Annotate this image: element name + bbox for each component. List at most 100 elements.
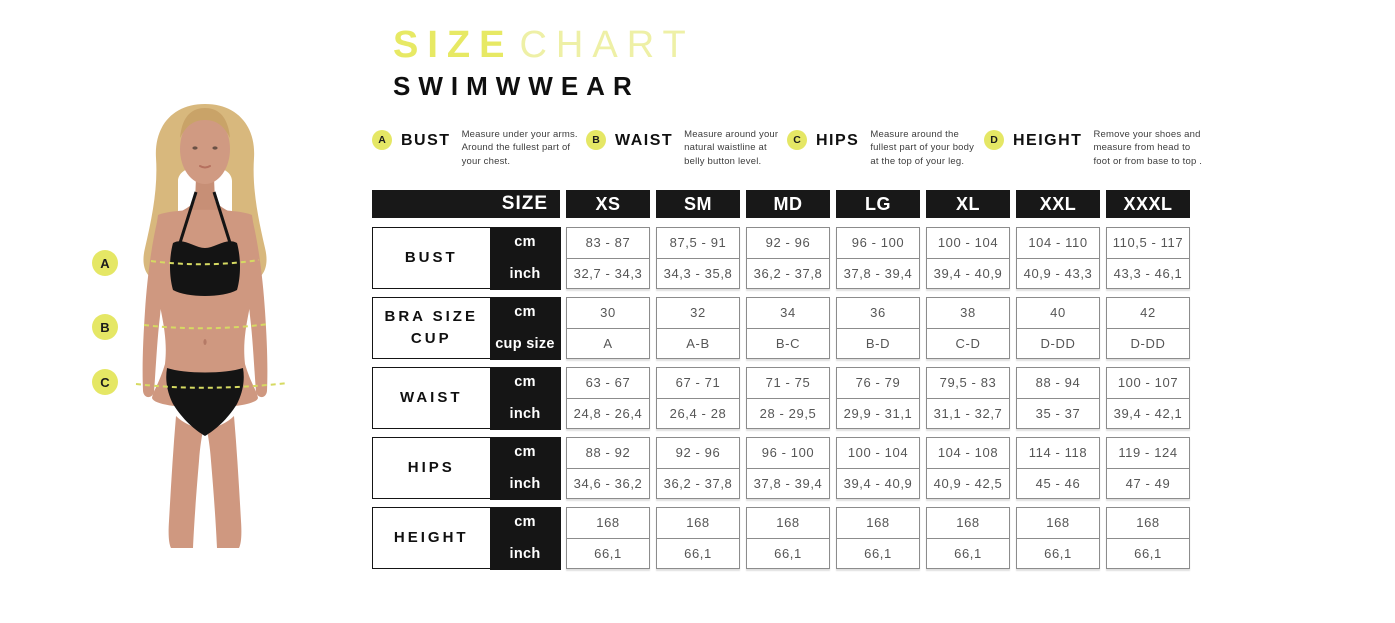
- row-label-block: HEIGHT cm inch: [372, 506, 561, 570]
- row-unit-column: cm inch: [489, 366, 561, 430]
- table-cell-md: 92 - 96 36,2 - 37,8: [746, 227, 830, 289]
- value-top: 168: [1017, 508, 1099, 539]
- value-bottom: 29,9 - 31,1: [843, 405, 913, 421]
- table-cell-lg: 36 B-D: [836, 297, 920, 359]
- unit-label-top: cm: [514, 514, 536, 531]
- table-cell-xs: 88 - 92 34,6 - 36,2: [566, 437, 650, 499]
- value-bottom: 66,1: [1044, 545, 1072, 561]
- value-top: 100 - 104: [927, 228, 1009, 259]
- value-top: 40: [1017, 298, 1099, 329]
- table-cell-xxxl: 119 - 124 47 - 49: [1106, 437, 1190, 499]
- value-bottom: A-B: [686, 335, 710, 351]
- bikini-strap-right: [212, 191, 233, 247]
- bust-measure-line: [150, 259, 260, 266]
- table-header-size-label: SIZE: [372, 190, 560, 218]
- table-cell-xs: 83 - 87 32,7 - 34,3: [566, 227, 650, 289]
- value-bottom: 32,7 - 34,3: [573, 265, 643, 281]
- table-cell-xl: 38 C-D: [926, 297, 1010, 359]
- table-header-xl: XL: [926, 190, 1010, 218]
- value-top: 36: [837, 298, 919, 329]
- table-cell-xs: 30 A: [566, 297, 650, 359]
- row-label-block: HIPS cm inch: [372, 436, 561, 500]
- table-cell-md: 96 - 100 37,8 - 39,4: [746, 437, 830, 499]
- value-top: 119 - 124: [1107, 438, 1189, 469]
- page-title: SIZE CHART: [393, 24, 695, 67]
- row-unit-column: cm inch: [489, 226, 561, 290]
- value-top: 67 - 71: [657, 368, 739, 399]
- value-top: 92 - 96: [747, 228, 829, 259]
- page-title-secondary: CHART: [519, 24, 695, 66]
- value-top: 83 - 87: [567, 228, 649, 259]
- value-bottom: D-DD: [1040, 335, 1076, 351]
- value-bottom: 43,3 - 46,1: [1113, 265, 1183, 281]
- row-unit-column: cm inch: [489, 436, 561, 500]
- right-arm: [243, 218, 268, 398]
- measure-legend: A BUST Measure under your arms. Around t…: [372, 128, 1232, 168]
- waist-measure-line: [143, 323, 270, 330]
- unit-label-bottom: inch: [509, 405, 541, 422]
- legend-item-hips: C HIPS Measure around the fullest part o…: [787, 128, 984, 168]
- hair-fringe: [180, 108, 230, 138]
- legend-desc-hips: Measure around the fullest part of your …: [870, 129, 975, 167]
- value-bottom: 31,1 - 32,7: [933, 405, 1003, 421]
- unit-label-bottom: cup size: [495, 335, 555, 352]
- legend-item-bust: A BUST Measure under your arms. Around t…: [372, 128, 586, 168]
- value-bottom: B-C: [775, 335, 801, 351]
- value-bottom: 66,1: [1134, 545, 1162, 561]
- value-bottom: 35 - 37: [1035, 405, 1081, 421]
- right-leg: [207, 416, 242, 548]
- model-illustration: [135, 104, 289, 548]
- table-cell-md: 71 - 75 28 - 29,5: [746, 367, 830, 429]
- table-header-md: MD: [746, 190, 830, 218]
- value-bottom: 40,9 - 42,5: [933, 475, 1003, 491]
- value-top: 38: [927, 298, 1009, 329]
- value-top: 34: [747, 298, 829, 329]
- value-bottom: 40,9 - 43,3: [1023, 265, 1093, 281]
- size-table: SIZE XS SM MD LG XL XXL XXXL BUST cm inch 83 - 87 32…: [372, 190, 1190, 570]
- table-cell-xs: 63 - 67 24,8 - 26,4: [566, 367, 650, 429]
- row-label: WAIST: [400, 388, 463, 406]
- right-eye: [212, 146, 218, 150]
- navel: [203, 339, 207, 345]
- value-top: 110,5 - 117: [1107, 228, 1189, 259]
- table-header-lg: LG: [836, 190, 920, 218]
- left-eye: [192, 146, 198, 150]
- value-bottom: 39,4 - 40,9: [933, 265, 1003, 281]
- value-bottom: 28 - 29,5: [759, 405, 817, 421]
- bikini-top: [170, 241, 240, 296]
- table-cell-lg: 168 66,1: [836, 507, 920, 569]
- value-bottom: D-DD: [1130, 335, 1166, 351]
- left-leg: [168, 416, 203, 548]
- value-top: 100 - 104: [837, 438, 919, 469]
- value-bottom: 37,8 - 39,4: [843, 265, 913, 281]
- row-label: HIPS: [407, 458, 455, 476]
- unit-label-top: cm: [514, 304, 536, 321]
- value-bottom: 66,1: [864, 545, 892, 561]
- value-bottom: C-D: [955, 335, 981, 351]
- value-top: 71 - 75: [747, 368, 829, 399]
- legend-item-height: D HEIGHT Remove your shoes and measure f…: [984, 128, 1216, 168]
- value-bottom: 36,2 - 37,8: [753, 265, 823, 281]
- table-cell-xl: 104 - 108 40,9 - 42,5: [926, 437, 1010, 499]
- legend-name-bust: BUST: [401, 132, 451, 149]
- table-cell-lg: 96 - 100 37,8 - 39,4: [836, 227, 920, 289]
- value-bottom: 45 - 46: [1035, 475, 1081, 491]
- table-row-height: HEIGHT cm inch 168 66,1 168 66,1 168 66,1 168 66,1…: [372, 506, 1190, 570]
- table-row-bust: BUST cm inch 83 - 87 32,7 - 34,3 87,5 - 91 34,…: [372, 226, 1190, 290]
- value-bottom: 66,1: [594, 545, 622, 561]
- value-bottom: 24,8 - 26,4: [573, 405, 643, 421]
- unit-label-top: cm: [514, 374, 536, 391]
- row-label: BUST: [404, 248, 458, 266]
- lips: [199, 165, 211, 169]
- unit-label-top: cm: [514, 444, 536, 461]
- value-top: 168: [1107, 508, 1189, 539]
- table-cell-xxl: 40 D-DD: [1016, 297, 1100, 359]
- hips-measure-line: [135, 382, 289, 389]
- page-subtitle: SWIMWWEAR: [393, 71, 640, 101]
- row-label-block: BRA SIZE CUP cm cup size: [372, 296, 561, 360]
- value-bottom: A: [603, 335, 613, 351]
- row-label-block: BUST cm inch: [372, 226, 561, 290]
- value-top: 104 - 108: [927, 438, 1009, 469]
- row-unit-column: cm inch: [489, 506, 561, 570]
